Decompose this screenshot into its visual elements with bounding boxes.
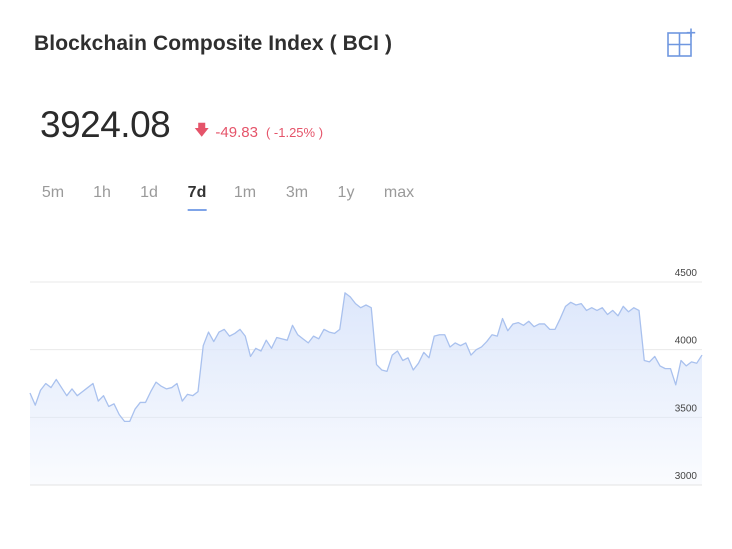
series-line	[29, 292, 703, 423]
tab-1h[interactable]: 1h	[93, 184, 111, 201]
y-tick-label: 3500	[675, 403, 698, 414]
tab-7d[interactable]: 7d	[187, 184, 207, 211]
tab-3m[interactable]: 3m	[285, 184, 309, 201]
add-widget-button[interactable]	[665, 28, 697, 60]
tab-1d[interactable]: 1d	[140, 184, 158, 201]
y-tick-label: 4000	[675, 336, 698, 347]
tab-1m[interactable]: 1m	[233, 184, 257, 201]
y-tick-label: 4500	[675, 268, 698, 279]
tab-1y[interactable]: 1y	[337, 184, 355, 201]
y-tick-label: 3000	[675, 471, 698, 482]
tab-max[interactable]: max	[383, 184, 415, 201]
index-price: 3924.08	[40, 104, 171, 145]
arrow-down-icon: 🡇	[194, 122, 210, 139]
grid-plus-icon	[667, 28, 696, 57]
change-value: -49.83	[215, 124, 258, 141]
series-area	[30, 292, 702, 485]
tab-5m[interactable]: 5m	[41, 184, 65, 201]
price-change: 🡇 -49.83 ( -1.25% )	[194, 120, 323, 145]
page-title: Blockchain Composite Index ( BCI )	[34, 32, 393, 55]
change-percent: ( -1.25% )	[265, 125, 324, 140]
